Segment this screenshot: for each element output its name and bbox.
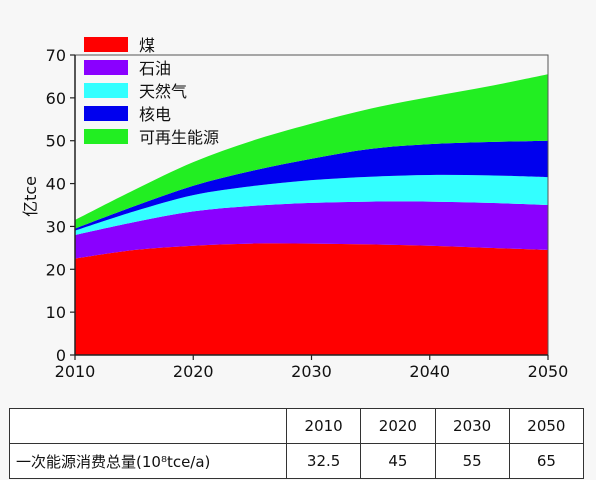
area-series	[75, 243, 548, 355]
area-series	[75, 74, 548, 229]
area-series	[75, 140, 548, 231]
legend-swatch	[84, 129, 128, 144]
y-tick-label: 20	[46, 260, 66, 279]
area-layer	[75, 74, 548, 355]
y-tick-label: 10	[46, 303, 66, 322]
legend-label: 天然气	[139, 82, 187, 101]
legend-swatch	[84, 83, 128, 98]
area-series	[75, 174, 548, 235]
y-tick-label: 50	[46, 132, 66, 151]
table-header-row: 2010 2020 2030 2050	[9, 408, 585, 444]
table-value-cell: 45	[360, 443, 436, 479]
y-tick-label: 40	[46, 175, 66, 194]
table-row: 一次能源消费总量(10⁸tce/a) 32.5 45 55 65	[9, 443, 585, 479]
area-series	[75, 201, 548, 259]
table-row-label: 一次能源消费总量(10⁸tce/a)	[9, 443, 287, 479]
legend-swatch	[84, 37, 128, 52]
x-tick-label: 2010	[55, 362, 96, 381]
legend-label: 核电	[139, 105, 171, 124]
y-tick-label: 70	[46, 46, 66, 65]
y-tick-label: 30	[46, 217, 66, 236]
energy-consumption-table: 2010 2020 2030 2050 一次能源消费总量(10⁸tce/a) 3…	[9, 408, 585, 479]
table-year-cell: 2020	[360, 408, 436, 444]
legend-label: 可再生能源	[139, 128, 219, 147]
table-year-cell: 2010	[285, 408, 362, 444]
y-tick-label: 0	[56, 346, 66, 365]
legend-swatch	[84, 106, 128, 121]
x-tick-label: 2050	[528, 362, 569, 381]
legend-label: 石油	[139, 59, 171, 78]
table-year-cell: 2030	[434, 408, 510, 444]
table-value-cell: 55	[434, 443, 510, 479]
table-value-cell: 32.5	[285, 443, 362, 479]
x-tick-label: 2040	[409, 362, 450, 381]
table-year-cell: 2050	[508, 408, 585, 444]
legend-swatch	[84, 60, 128, 75]
table-value-cell: 65	[508, 443, 585, 479]
table-corner-cell	[9, 408, 287, 444]
y-tick-label: 60	[46, 89, 66, 108]
legend-label: 煤	[139, 36, 155, 55]
y-axis-title: 亿tce	[21, 176, 40, 217]
x-tick-label: 2030	[291, 362, 332, 381]
x-tick-label: 2020	[173, 362, 214, 381]
